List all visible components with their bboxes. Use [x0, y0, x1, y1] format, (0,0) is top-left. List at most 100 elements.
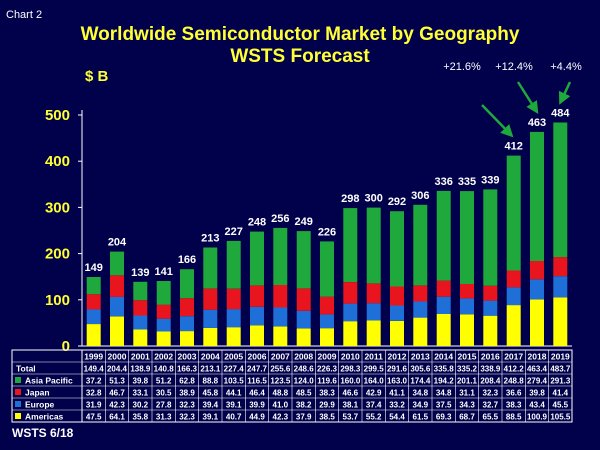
- bar-segment-europe-2016: [483, 300, 498, 316]
- bar-segment-americas-2003: [180, 331, 194, 346]
- y-tick-label: 100: [45, 292, 70, 309]
- source-note: WSTS 6/18: [12, 426, 74, 440]
- table-cell-header: 2009: [318, 352, 337, 362]
- table-cell-americas: 31.3: [156, 413, 172, 422]
- table-cell-japan: 42.9: [366, 389, 382, 398]
- table-row-label-asia-pacific: Asia Pacific: [25, 376, 73, 386]
- table-cell-europe: 38.2: [296, 401, 312, 410]
- table-cell-total: 166.3: [177, 365, 198, 374]
- bar-segment-asia-pacific-2015: [460, 191, 474, 284]
- total-label-2010: 298: [341, 193, 359, 205]
- table-row-label-japan: Japan: [25, 388, 50, 398]
- bar-segment-asia-pacific-2006: [250, 231, 264, 286]
- table-cell-japan: 44.1: [226, 389, 242, 398]
- bar-segment-asia-pacific-2018: [530, 131, 544, 261]
- growth-arrow-2019: [558, 81, 572, 105]
- table-cell-total: 149.4: [84, 365, 105, 374]
- bar-segment-europe-2004: [203, 309, 218, 328]
- total-label-2006: 248: [248, 217, 266, 229]
- bar-segment-europe-2014: [436, 296, 451, 314]
- table-cell-europe: 45.5: [553, 401, 569, 410]
- chart-label: Chart 2: [6, 9, 43, 21]
- table-cell-total: 247.7: [247, 365, 268, 374]
- total-label-2015: 335: [458, 176, 476, 188]
- bar-segment-japan-2007: [273, 285, 288, 308]
- table-cell-header: 2013: [411, 352, 430, 362]
- bar-segment-europe-2009: [320, 314, 334, 329]
- bar-segment-europe-2019: [553, 276, 568, 298]
- table-cell-americas: 38.5: [319, 413, 335, 422]
- table-cell-asia-pacific: 163.0: [387, 377, 408, 386]
- table-cell-header: 2001: [131, 352, 150, 362]
- bar-segment-japan-1999: [86, 294, 101, 310]
- table-cell-header: 2003: [178, 352, 197, 362]
- table-cell-header: 2011: [364, 352, 383, 362]
- bar-segment-japan-2009: [320, 296, 334, 315]
- legend-swatch-americas: [15, 413, 21, 419]
- bar-segment-japan-2004: [203, 288, 218, 310]
- chart-subtitle: WSTS Forecast: [230, 46, 370, 67]
- table-cell-total: 255.6: [270, 365, 291, 374]
- bar-segment-americas-2013: [413, 317, 428, 346]
- table-cell-japan: 32.3: [483, 389, 499, 398]
- table-cell-header: 2002: [154, 352, 173, 362]
- bar-segment-europe-2015: [460, 298, 474, 315]
- table-cell-header: 2016: [481, 352, 500, 362]
- bar-segment-asia-pacific-2013: [413, 204, 428, 286]
- table-cell-total: 138.9: [130, 365, 151, 374]
- table-cell-japan: 41.1: [389, 389, 405, 398]
- bar-segment-japan-2010: [343, 282, 358, 304]
- bar-segment-japan-2011: [366, 283, 381, 304]
- table-cell-asia-pacific: 51.2: [156, 377, 172, 386]
- bar-segment-europe-2005: [226, 309, 241, 328]
- table-cell-asia-pacific: 201.1: [457, 377, 478, 386]
- bar-segment-asia-pacific-2007: [273, 227, 288, 285]
- table-cell-header: 2008: [294, 352, 313, 362]
- table-cell-total: 298.3: [340, 365, 361, 374]
- total-label-2019: 484: [551, 108, 570, 120]
- total-label-1999: 149: [84, 262, 102, 274]
- bar-segment-japan-2012: [390, 286, 404, 306]
- total-label-2012: 292: [388, 196, 406, 208]
- table-cell-total: 299.5: [364, 365, 385, 374]
- bar-segment-americas-2018: [530, 299, 544, 346]
- table-cell-americas: 32.3: [179, 413, 195, 422]
- bar-segment-asia-pacific-2010: [343, 208, 358, 282]
- total-label-2013: 306: [411, 190, 429, 202]
- bar-segment-europe-2018: [530, 279, 544, 300]
- bar-segment-asia-pacific-2009: [320, 241, 334, 297]
- table-cell-header: 2007: [271, 352, 290, 362]
- table-row-label-total: Total: [16, 364, 36, 374]
- table-cell-europe: 29.9: [319, 401, 335, 410]
- table-cell-europe: 39.9: [249, 401, 265, 410]
- table-cell-header: 2004: [201, 352, 220, 362]
- table-cell-asia-pacific: 88.8: [203, 377, 219, 386]
- bar-segment-japan-2013: [413, 285, 428, 302]
- total-label-2003: 166: [178, 254, 196, 266]
- bar-segment-asia-pacific-2002: [156, 281, 171, 305]
- table-cell-americas: 65.5: [483, 413, 499, 422]
- legend-swatch-europe: [15, 401, 21, 407]
- data-table: 1999 2000 2001 2002 2003 2004 2005 2006 2007 2008…: [11, 349, 573, 423]
- bar-segment-japan-2002: [156, 304, 171, 319]
- table-cell-americas: 53.7: [343, 413, 359, 422]
- bar-segment-americas-2001: [133, 329, 148, 346]
- total-label-2002: 141: [154, 266, 172, 278]
- table-cell-americas: 100.9: [527, 413, 548, 422]
- table-cell-total: 291.6: [387, 365, 408, 374]
- legend-swatch-japan: [15, 389, 21, 395]
- table-cell-total: 338.9: [480, 365, 501, 374]
- table-cell-japan: 38.9: [179, 389, 195, 398]
- table-cell-americas: 44.9: [249, 413, 265, 422]
- table-cell-europe: 38.1: [343, 401, 359, 410]
- table-cell-europe: 41.0: [273, 401, 289, 410]
- table-cell-americas: 37.9: [296, 413, 312, 422]
- bar-segment-japan-2003: [180, 298, 194, 317]
- total-label-2007: 256: [271, 213, 289, 225]
- bar-segment-americas-2004: [203, 327, 218, 346]
- bar-segment-europe-2007: [273, 307, 288, 327]
- table-cell-total: 226.3: [317, 365, 338, 374]
- table-cell-europe: 30.2: [133, 401, 149, 410]
- table-cell-americas: 40.7: [226, 413, 242, 422]
